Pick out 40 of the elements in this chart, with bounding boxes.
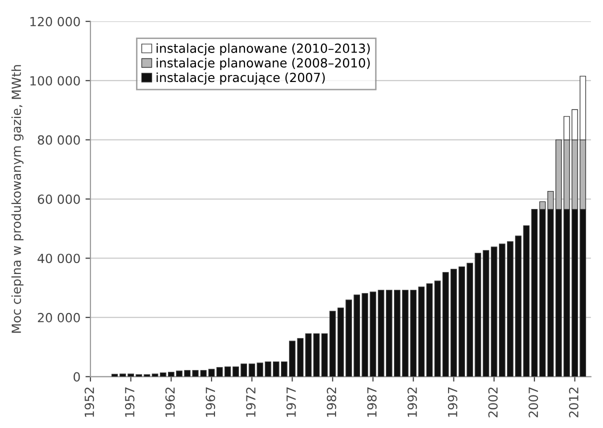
- x-tick-label: 1967: [206, 387, 216, 417]
- bar: [370, 292, 376, 377]
- bar: [474, 252, 482, 377]
- bar: [152, 374, 158, 377]
- bar: [208, 368, 215, 377]
- bar: [531, 209, 538, 377]
- legend-label: instalacje planowane (2008–2010): [156, 58, 370, 70]
- bar: [434, 280, 441, 377]
- x-tick-label: 1972: [246, 388, 256, 417]
- bar: [482, 250, 490, 377]
- y-tick-label: 40 000: [38, 254, 80, 264]
- bar: [490, 246, 498, 377]
- y-tick-label: 0: [74, 372, 80, 382]
- bar: [378, 290, 384, 377]
- y-tick-label: 100 000: [30, 76, 80, 86]
- x-tick-label: 1992: [408, 388, 417, 417]
- x-tick-label: 1987: [367, 387, 377, 417]
- bar: [144, 374, 150, 377]
- y-axis-title: Moc cieplna w produkowanym gazie, MWth: [11, 65, 24, 333]
- x-tick-label: 2007: [528, 387, 538, 418]
- bar: [321, 333, 328, 377]
- x-tick-label: 1962: [165, 388, 175, 417]
- bar: [256, 362, 264, 377]
- y-tick-label: 120 000: [30, 16, 80, 26]
- y-tick-label: 60 000: [38, 194, 80, 204]
- y-tick-label: 20 000: [38, 312, 80, 322]
- y-tick-label: 80 000: [38, 135, 80, 145]
- x-tick-label: 1997: [448, 387, 458, 417]
- x-tick-label: 1982: [326, 388, 336, 417]
- legend-label: instalacje pracujące (2007): [156, 72, 325, 85]
- x-tick-label: 1977: [286, 387, 296, 417]
- x-tick-label: 2002: [488, 388, 498, 418]
- x-tick-label: 2012: [568, 388, 578, 418]
- x-tick-label: 1957: [124, 387, 134, 417]
- bar: [313, 333, 320, 377]
- bar: [264, 361, 272, 377]
- x-tick-label: 1952: [84, 388, 94, 417]
- bar: [200, 370, 207, 377]
- legend-label: instalacje planowane (2010–2013): [156, 43, 370, 56]
- bar: [426, 283, 433, 377]
